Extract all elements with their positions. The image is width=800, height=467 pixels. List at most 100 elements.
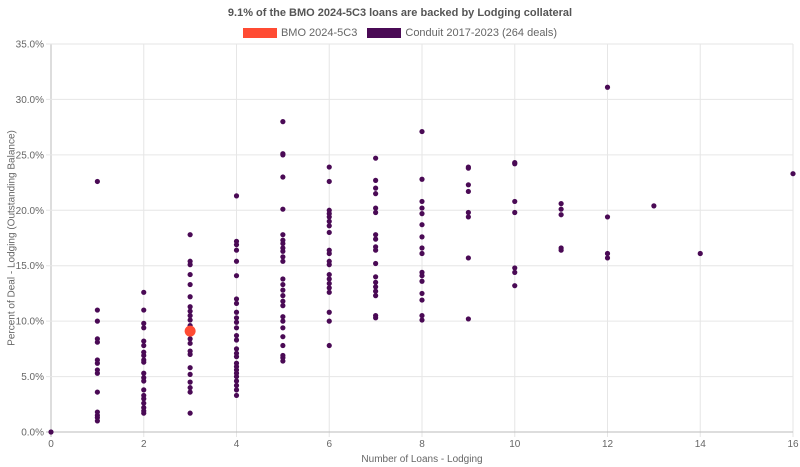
conduit-data-point[interactable] [465,188,471,195]
conduit-data-point[interactable] [233,378,240,384]
conduit-data-point[interactable] [512,161,518,167]
conduit-data-point[interactable] [419,234,425,240]
conduit-data-point[interactable] [233,392,240,399]
conduit-data-point[interactable] [604,84,611,90]
conduit-data-point[interactable] [280,318,286,324]
conduit-data-point[interactable] [326,342,332,349]
conduit-data-point[interactable] [141,400,147,406]
conduit-data-point[interactable] [419,222,425,228]
conduit-data-point[interactable] [233,315,240,321]
conduit-data-point[interactable] [326,285,332,291]
conduit-data-point[interactable] [419,250,425,257]
conduit-data-point[interactable] [280,258,286,264]
conduit-data-point[interactable] [280,287,286,293]
conduit-data-point[interactable] [233,242,240,248]
conduit-data-point[interactable] [187,336,193,342]
conduit-data-point[interactable] [373,185,379,191]
conduit-data-point[interactable] [141,307,147,313]
conduit-data-point[interactable] [141,378,147,384]
conduit-data-point[interactable] [419,278,425,284]
conduit-data-point[interactable] [419,245,425,251]
conduit-data-point[interactable] [373,209,379,216]
conduit-data-point[interactable] [419,205,425,211]
conduit-data-point[interactable] [233,373,240,380]
conduit-data-point[interactable] [373,247,379,253]
conduit-data-point[interactable] [604,214,611,220]
conduit-data-point[interactable] [558,212,564,218]
conduit-data-point[interactable] [419,198,425,205]
conduit-data-point[interactable] [373,293,379,299]
conduit-data-point[interactable] [326,318,332,324]
conduit-data-point[interactable] [465,316,471,322]
conduit-data-point[interactable] [373,191,379,197]
conduit-data-point[interactable] [465,182,471,188]
conduit-data-point[interactable] [233,337,240,343]
conduit-data-point[interactable] [233,346,240,352]
conduit-data-point[interactable] [187,271,193,278]
conduit-data-point[interactable] [280,240,286,247]
conduit-data-point[interactable] [373,205,379,211]
conduit-data-point[interactable] [187,308,193,314]
conduit-data-point[interactable] [373,260,379,267]
conduit-data-point[interactable] [187,351,193,357]
conduit-data-point[interactable] [233,325,240,331]
conduit-data-point[interactable] [94,318,100,324]
conduit-data-point[interactable] [94,389,100,395]
conduit-data-point[interactable] [280,254,286,260]
conduit-data-point[interactable] [187,313,193,319]
conduit-data-point[interactable] [280,293,286,299]
conduit-data-point[interactable] [558,201,564,207]
conduit-data-point[interactable] [141,359,147,365]
conduit-data-point[interactable] [419,313,425,319]
conduit-data-point[interactable] [512,209,518,216]
legend-item-bmo[interactable]: BMO 2024-5C3 [242,27,357,39]
conduit-data-point[interactable] [326,276,332,282]
conduit-data-point[interactable] [233,382,240,389]
conduit-data-point[interactable] [280,358,286,364]
conduit-data-point[interactable] [141,320,147,326]
conduit-data-point[interactable] [651,203,657,209]
conduit-data-point[interactable] [326,280,332,287]
conduit-data-point[interactable] [373,284,379,290]
conduit-data-point[interactable] [373,274,379,280]
conduit-data-point[interactable] [141,342,147,349]
conduit-data-point[interactable] [187,385,193,391]
conduit-data-point[interactable] [280,334,286,340]
conduit-data-point[interactable] [790,171,796,177]
conduit-data-point[interactable] [373,315,379,321]
conduit-data-point[interactable] [326,223,332,229]
conduit-data-point[interactable] [187,340,193,346]
conduit-data-point[interactable] [141,325,147,331]
conduit-data-point[interactable] [419,297,425,303]
conduit-data-point[interactable] [419,176,425,182]
conduit-data-point[interactable] [373,236,379,242]
conduit-data-point[interactable] [512,265,518,271]
conduit-data-point[interactable] [94,370,100,376]
conduit-data-point[interactable] [326,164,332,170]
conduit-data-point[interactable] [280,119,286,125]
conduit-data-point[interactable] [280,248,286,254]
conduit-data-point[interactable] [280,314,286,320]
conduit-data-point[interactable] [326,250,332,257]
conduit-data-point[interactable] [187,371,193,377]
conduit-data-point[interactable] [233,193,240,199]
conduit-data-point[interactable] [94,418,100,424]
conduit-data-point[interactable] [465,165,471,171]
conduit-data-point[interactable] [141,370,147,376]
conduit-data-point[interactable] [141,338,147,344]
conduit-data-point[interactable] [94,307,100,313]
conduit-data-point[interactable] [233,354,240,360]
conduit-data-point[interactable] [373,155,379,161]
conduit-data-point[interactable] [187,389,193,395]
conduit-data-point[interactable] [187,379,193,385]
bmo-data-point[interactable] [184,325,196,337]
conduit-data-point[interactable] [280,298,286,304]
conduit-data-point[interactable] [233,319,240,325]
conduit-data-point[interactable] [326,218,332,224]
conduit-data-point[interactable] [187,281,193,288]
conduit-data-point[interactable] [512,198,518,205]
conduit-data-point[interactable] [187,304,193,310]
conduit-data-point[interactable] [233,332,240,339]
conduit-data-point[interactable] [233,247,240,253]
conduit-data-point[interactable] [187,410,193,416]
